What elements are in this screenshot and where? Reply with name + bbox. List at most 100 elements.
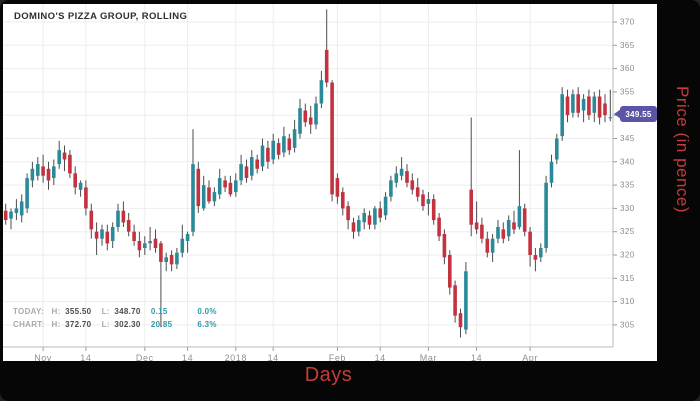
- x-axis-title: Days: [304, 364, 353, 386]
- candle-body: [506, 220, 511, 237]
- candle-body: [89, 210, 94, 230]
- candle-body: [153, 238, 158, 248]
- x-tick-label: Apr: [522, 353, 538, 361]
- candle-body: [490, 238, 495, 253]
- candle-body: [223, 180, 227, 188]
- candle-body: [319, 80, 324, 104]
- candle-body: [357, 220, 361, 232]
- candle-body: [437, 217, 441, 237]
- candle-body: [517, 206, 522, 228]
- y-tick-label: 355: [620, 87, 635, 96]
- candle-body: [298, 108, 302, 134]
- candle-body: [250, 157, 254, 176]
- candle-body: [394, 173, 399, 183]
- candle-body: [287, 138, 292, 151]
- candle-body: [592, 96, 597, 113]
- y-tick-label: 315: [620, 274, 635, 283]
- candle-body: [608, 117, 613, 119]
- x-tick-label: 14: [471, 353, 482, 361]
- x-tick-label: Nov: [34, 353, 52, 361]
- x-tick-label: 14: [182, 353, 193, 361]
- x-tick-label: 14: [80, 353, 91, 361]
- candle-body: [351, 222, 356, 232]
- candle-body: [330, 82, 334, 195]
- candle-body: [68, 154, 72, 174]
- candle-body: [57, 150, 61, 165]
- candle-body: [228, 182, 233, 195]
- today-low-value: 348.70: [114, 307, 141, 316]
- candle-body: [383, 196, 388, 216]
- candle-body: [292, 129, 297, 148]
- candle-body: [415, 187, 420, 197]
- candle-body: [442, 234, 447, 258]
- x-tick-label: Feb: [329, 353, 346, 361]
- chart-range: 20.85: [150, 320, 173, 329]
- candle-body: [496, 227, 500, 239]
- candle-body: [314, 103, 318, 125]
- candle-body: [126, 220, 131, 232]
- candle-body: [52, 166, 56, 178]
- candle-body: [234, 180, 238, 193]
- candle-body: [544, 182, 548, 248]
- candle-body: [9, 211, 13, 219]
- chart-high-key: H:: [51, 320, 61, 329]
- x-tick-label: 14: [375, 353, 386, 361]
- candle-body: [324, 49, 329, 83]
- candle-body: [448, 255, 452, 288]
- candle-body: [175, 252, 179, 265]
- candle-body: [94, 231, 99, 239]
- last-price-badge: 349.55: [614, 106, 657, 122]
- y-tick-label: 360: [620, 64, 635, 73]
- chart-panel: 3703653603553503453403353303253203153103…: [3, 4, 657, 361]
- candle-body: [100, 229, 104, 239]
- candle-body: [271, 140, 275, 160]
- candle-body: [346, 206, 350, 221]
- candle-body: [501, 229, 506, 239]
- y-tick-label: 370: [620, 18, 635, 27]
- y-tick-label: 325: [620, 227, 635, 236]
- candle-body: [143, 243, 147, 248]
- candle-body: [426, 199, 431, 204]
- candle-body: [533, 255, 538, 260]
- candle-body: [464, 271, 468, 330]
- y-tick-label: 305: [620, 320, 635, 329]
- candle-body: [373, 208, 377, 225]
- y-tick-label: 320: [620, 251, 635, 260]
- candle-body: [266, 147, 270, 162]
- candle-body: [212, 192, 217, 202]
- candle-body: [276, 143, 281, 155]
- y-tick-label: 310: [620, 297, 635, 306]
- candle-body: [196, 168, 201, 207]
- candle-body: [421, 194, 425, 207]
- candle-body: [180, 238, 185, 253]
- y-tick-label: 335: [620, 181, 635, 190]
- today-high-value: 355.50: [65, 307, 92, 316]
- candle-body: [105, 231, 110, 244]
- y-tick-label: 340: [620, 157, 635, 166]
- candle-body: [121, 210, 126, 223]
- candle-body: [201, 185, 206, 209]
- candle-body: [36, 164, 40, 176]
- candle-body: [19, 201, 24, 216]
- candle-body: [132, 231, 136, 241]
- candle-body: [239, 164, 243, 181]
- candle-body: [137, 241, 142, 251]
- candle-body: [571, 94, 575, 113]
- stats-row-today: TODAY: H: 355.50 L: 348.70 0.15 0.0%: [13, 305, 237, 318]
- candle-body: [308, 117, 313, 125]
- candle-body: [84, 187, 88, 209]
- candle-body: [3, 210, 8, 220]
- candle-body: [431, 199, 436, 221]
- candle-body: [46, 168, 51, 181]
- candlestick-chart[interactable]: 3703653603553503453403353303253203153103…: [3, 4, 657, 361]
- candle-body: [474, 222, 479, 230]
- x-tick-label: Dec: [136, 353, 154, 361]
- candle-body: [581, 98, 586, 111]
- chart-range-pct: 6.3%: [197, 320, 217, 329]
- y-tick-label: 345: [620, 134, 635, 143]
- candle-body: [480, 224, 484, 239]
- today-label: TODAY:: [13, 307, 44, 316]
- candle-body: [522, 208, 527, 232]
- chart-low-key: L:: [101, 320, 110, 329]
- candle-body: [73, 173, 77, 188]
